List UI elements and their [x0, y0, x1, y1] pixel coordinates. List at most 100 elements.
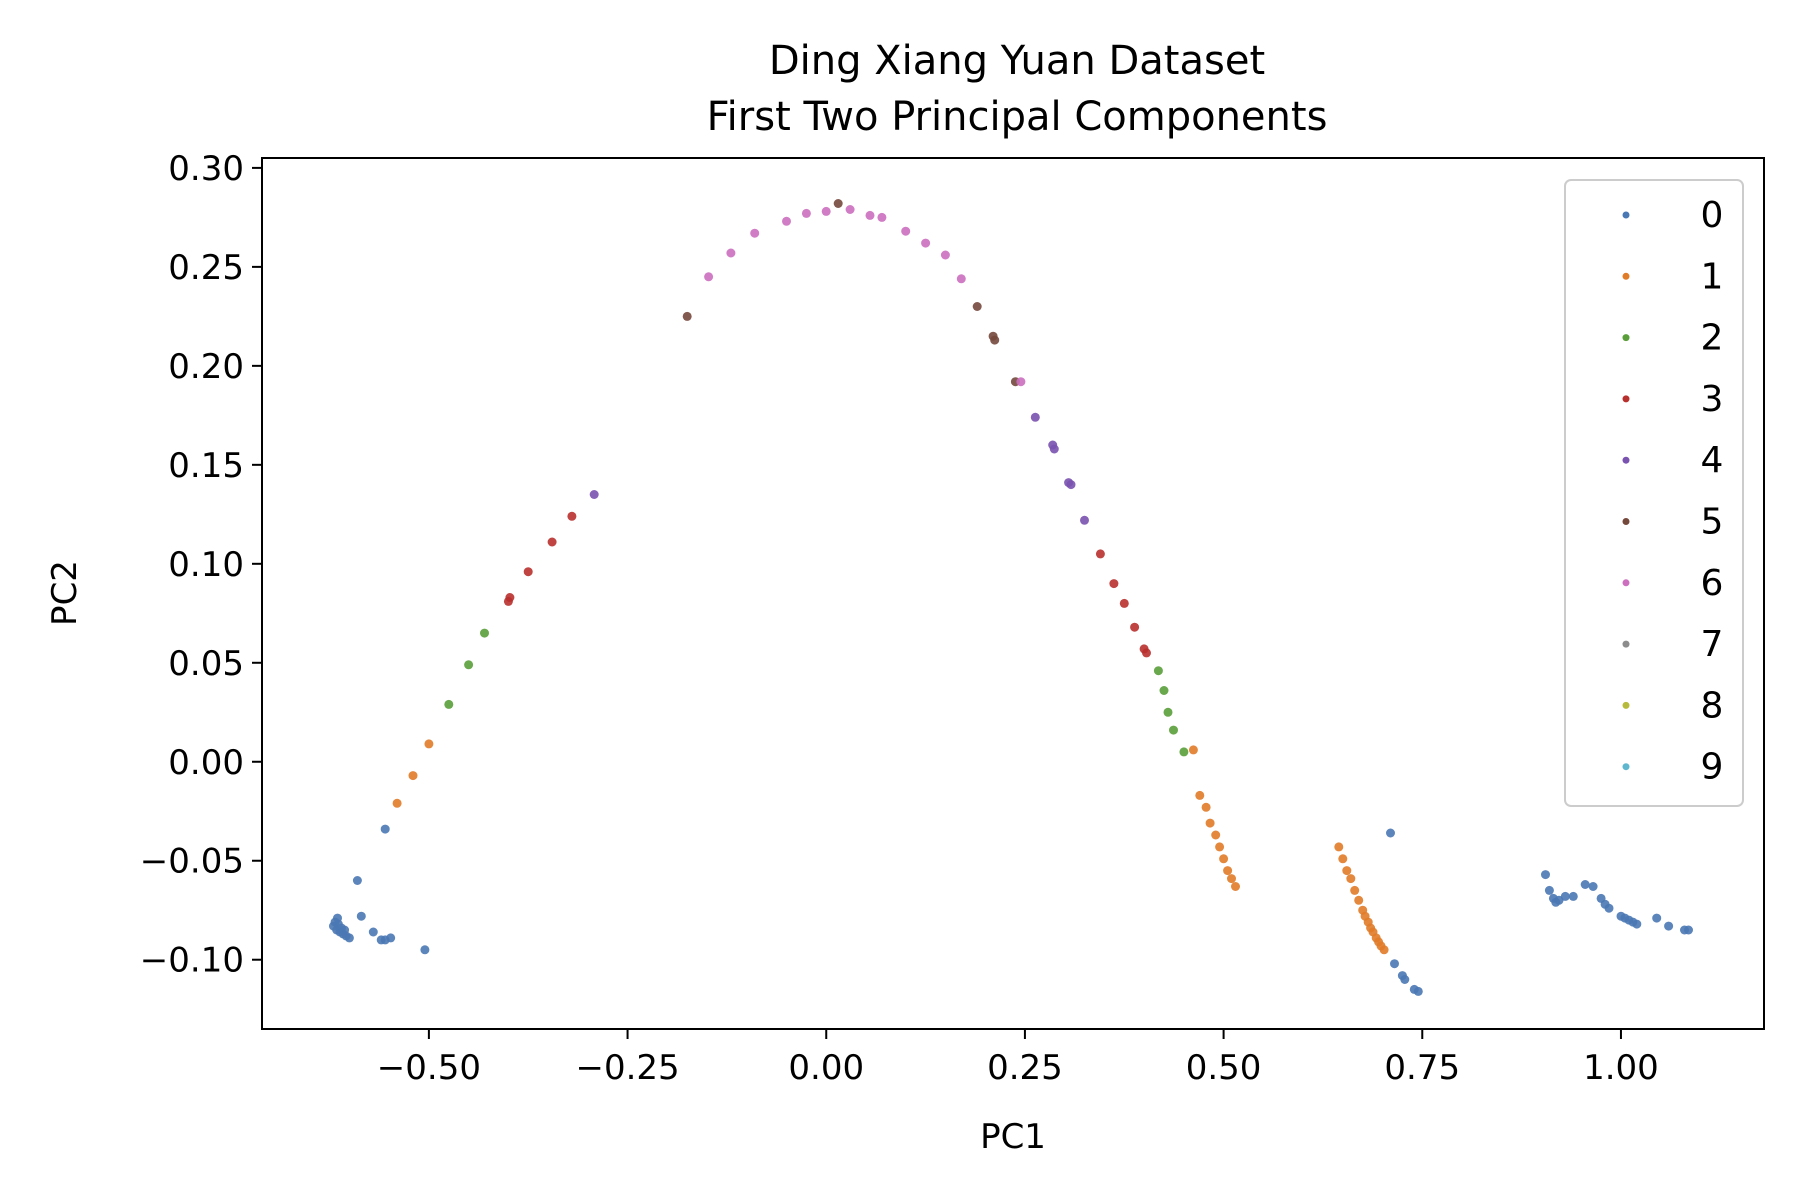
- scatter-point-0: [333, 913, 342, 923]
- legend-label-5: 5: [1701, 502, 1724, 543]
- x-tick-label: 0.25: [987, 1048, 1063, 1088]
- scatter-point-5: [833, 199, 843, 208]
- scatter-point-6: [877, 212, 887, 222]
- x-axis-ticks: −0.50 −0.25 0.00 0.25 0.50 0.75 1.00: [377, 1029, 1659, 1088]
- y-tick-label: 0.20: [168, 347, 244, 387]
- scatter-point-0: [1400, 975, 1410, 984]
- scatter-point-2: [464, 660, 474, 670]
- y-tick-label: 0.25: [168, 248, 244, 288]
- scatter-point-1: [1342, 866, 1352, 876]
- scatter-point-1: [1195, 790, 1205, 800]
- scatter-point-0: [1632, 919, 1642, 929]
- scatter-point-0: [356, 911, 366, 921]
- legend-label-8: 8: [1701, 685, 1724, 726]
- x-axis-label: PC1: [980, 1117, 1046, 1157]
- scatter-point-2: [1169, 725, 1178, 735]
- legend-marker-9: [1622, 763, 1630, 771]
- scatter-point-1: [1338, 854, 1348, 864]
- scatter-point-0: [352, 876, 362, 885]
- scatter-point-1: [1227, 874, 1236, 884]
- scatter-point-3: [523, 567, 533, 577]
- y-tick-label: 0.10: [168, 545, 244, 585]
- legend-marker-6: [1622, 579, 1630, 587]
- legend-label-0: 0: [1701, 195, 1724, 236]
- scatter-point-6: [726, 248, 736, 258]
- scatter-point-0: [386, 933, 396, 943]
- x-tick-label: 0.00: [788, 1048, 864, 1088]
- scatter-point-0: [1684, 925, 1693, 935]
- scatter-point-5: [972, 302, 982, 311]
- scatter-point-6: [865, 210, 875, 220]
- scatter-point-1: [1346, 874, 1356, 884]
- scatter-point-6: [940, 250, 950, 260]
- scatter-point-3: [505, 593, 515, 602]
- scatter-point-0: [420, 945, 430, 955]
- scatter-point-1: [1379, 945, 1389, 955]
- scatter-point-6: [750, 228, 760, 238]
- y-tick-label: 0.05: [168, 644, 244, 684]
- legend-label-2: 2: [1701, 318, 1724, 359]
- scatter-point-1: [1334, 842, 1344, 852]
- scatter-point-0: [1544, 885, 1554, 895]
- scatter-point-0: [368, 927, 378, 937]
- scatter-point-1: [1211, 830, 1221, 840]
- legend-label-7: 7: [1701, 624, 1724, 665]
- scatter-point-0: [344, 933, 354, 943]
- scatter-point-0: [1541, 870, 1550, 880]
- legend-label-4: 4: [1701, 440, 1724, 481]
- scatter-point-5: [682, 311, 692, 321]
- x-tick-label: 0.75: [1384, 1048, 1460, 1088]
- x-tick-label: −0.25: [575, 1048, 679, 1088]
- scatter-point-0: [1390, 959, 1399, 969]
- scatter-point-4: [1030, 412, 1040, 422]
- scatter-point-4: [589, 490, 599, 499]
- scatter-point-1: [1223, 866, 1233, 876]
- y-tick-label: −0.10: [140, 941, 244, 981]
- scatter-point-6: [921, 238, 931, 248]
- chart-title-line2: First Two Principal Components: [707, 94, 1328, 140]
- scatter-point-6: [956, 274, 966, 284]
- y-tick-label: −0.05: [140, 842, 244, 882]
- legend: 0 1 2 3 4 5 6 7 8 9: [1564, 179, 1744, 807]
- scatter-point-4: [1066, 480, 1076, 490]
- x-tick-label: −0.50: [377, 1048, 481, 1088]
- scatter-point-1: [1205, 818, 1215, 828]
- scatter-point-1: [1350, 885, 1360, 895]
- scatter-point-5: [990, 335, 1000, 345]
- scatter-point-2: [1159, 686, 1169, 695]
- legend-marker-1: [1622, 272, 1630, 280]
- y-tick-label: 0.30: [168, 149, 244, 189]
- scatter-points: [329, 199, 1693, 996]
- y-axis-label: PC2: [45, 560, 85, 626]
- scatter-point-0: [1604, 903, 1614, 913]
- scatter-point-3: [547, 537, 557, 547]
- plot-area: [261, 157, 1765, 1030]
- y-axis-ticks: 0.30 0.25 0.20 0.15 0.10 0.05 0.00 −0.05 −0.10: [140, 149, 262, 981]
- y-tick-label: 0.00: [168, 743, 244, 783]
- scatter-point-0: [1568, 891, 1578, 901]
- scatter-point-6: [782, 216, 791, 226]
- scatter-point-6: [845, 205, 855, 214]
- scatter-point-1: [1219, 854, 1229, 864]
- scatter-point-4: [1080, 515, 1089, 525]
- scatter-point-6: [704, 272, 714, 282]
- scatter-point-1: [424, 739, 434, 749]
- scatter-point-2: [1163, 707, 1173, 717]
- scatter-point-1: [1231, 882, 1240, 891]
- scatter-point-1: [408, 771, 418, 781]
- legend-marker-7: [1622, 640, 1630, 648]
- legend-label-9: 9: [1701, 747, 1724, 788]
- scatter-point-3: [1119, 598, 1129, 608]
- legend-box: [1564, 179, 1744, 807]
- scatter-point-6: [801, 208, 811, 218]
- x-tick-label: 0.50: [1186, 1048, 1262, 1088]
- scatter-point-6: [901, 226, 911, 236]
- scatter-point-1: [1188, 745, 1198, 755]
- legend-label-6: 6: [1701, 563, 1724, 604]
- legend-label-3: 3: [1701, 379, 1724, 420]
- scatter-point-6: [1016, 377, 1026, 387]
- legend-marker-2: [1622, 334, 1630, 342]
- scatter-point-0: [1580, 880, 1590, 889]
- scatter-point-3: [1142, 648, 1151, 658]
- scatter-point-0: [1413, 986, 1423, 996]
